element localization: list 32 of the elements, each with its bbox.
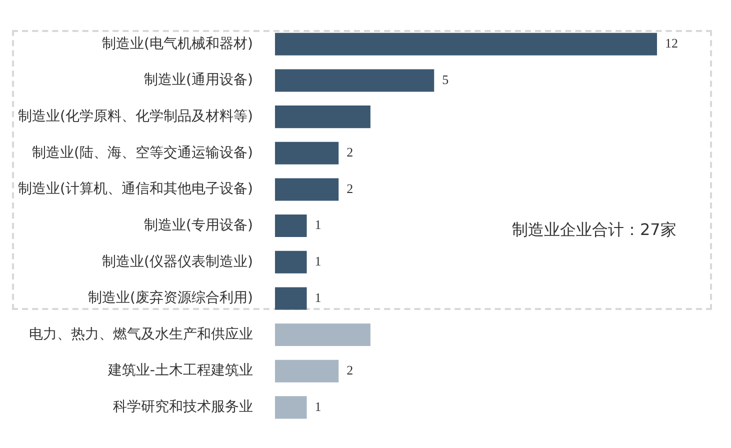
bar <box>274 324 370 346</box>
y-tick-label: 电力、热力、燃气及水生产和供应业 <box>28 326 253 342</box>
y-tick-label: 制造业(计算机、通信和其他电子设备) <box>18 181 253 198</box>
data-label: 1 <box>314 254 322 269</box>
y-tick-label: 制造业(废弃资源综合利用) <box>88 290 253 306</box>
y-tick-label: 建筑业-土木工程建筑业 <box>106 362 253 379</box>
bar <box>274 214 307 238</box>
y-tick-label: 制造业(电气机械和器材) <box>102 36 253 52</box>
bar <box>274 32 657 56</box>
data-label: 2 <box>346 362 354 378</box>
data-label: 2 <box>346 180 354 196</box>
y-tick-label: 制造业(化学原料、化学制品及材料等) <box>18 108 253 124</box>
bar <box>274 360 339 382</box>
data-label: 1 <box>314 290 322 305</box>
data-label: 5 <box>442 72 449 87</box>
y-tick-label: 制造业(专用设备) <box>144 217 253 234</box>
y-tick-label: 制造业(通用设备) <box>144 72 253 88</box>
y-tick-label: 制造业(仪器仪表制造业) <box>102 254 253 270</box>
bar <box>274 287 307 310</box>
data-label: 12 <box>665 36 678 51</box>
data-label: 1 <box>314 398 322 414</box>
data-label: 2 <box>346 144 354 160</box>
y-tick-label: 制造业(陆、海、空等交通运输设备) <box>32 144 253 161</box>
bar <box>274 250 307 274</box>
bar <box>274 69 434 92</box>
data-label: 1 <box>314 217 322 232</box>
bar <box>274 396 307 419</box>
bar <box>274 142 339 164</box>
bar <box>274 178 339 201</box>
annotation: 制造业企业合计：27家 <box>512 220 676 241</box>
bar <box>274 106 370 128</box>
y-tick-label: 科学研究和技术服务业 <box>112 399 253 416</box>
